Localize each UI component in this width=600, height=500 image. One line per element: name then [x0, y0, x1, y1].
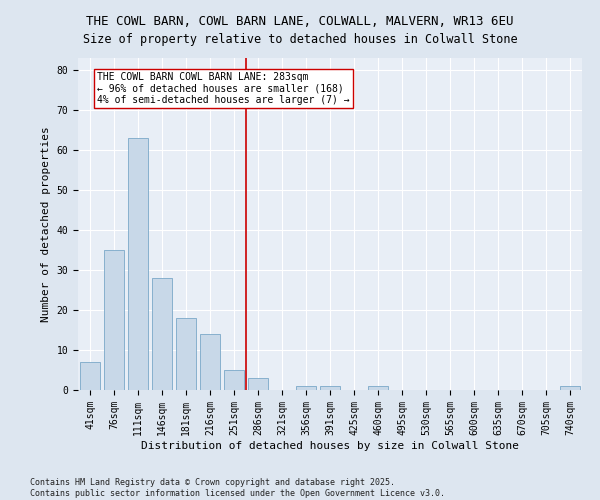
X-axis label: Distribution of detached houses by size in Colwall Stone: Distribution of detached houses by size … — [141, 440, 519, 450]
Bar — [368, 386, 388, 390]
Text: THE COWL BARN COWL BARN LANE: 283sqm
← 96% of detached houses are smaller (168)
: THE COWL BARN COWL BARN LANE: 283sqm ← 9… — [97, 72, 350, 104]
Text: Size of property relative to detached houses in Colwall Stone: Size of property relative to detached ho… — [83, 32, 517, 46]
Bar — [104, 250, 124, 390]
Text: Contains HM Land Registry data © Crown copyright and database right 2025.
Contai: Contains HM Land Registry data © Crown c… — [30, 478, 445, 498]
Bar — [248, 378, 268, 390]
Text: THE COWL BARN, COWL BARN LANE, COLWALL, MALVERN, WR13 6EU: THE COWL BARN, COWL BARN LANE, COLWALL, … — [86, 15, 514, 28]
Bar — [560, 386, 580, 390]
Bar — [128, 138, 148, 390]
Bar — [176, 318, 196, 390]
Bar — [152, 278, 172, 390]
Bar — [80, 362, 100, 390]
Bar — [200, 334, 220, 390]
Bar — [224, 370, 244, 390]
Bar — [296, 386, 316, 390]
Y-axis label: Number of detached properties: Number of detached properties — [41, 126, 51, 322]
Bar — [320, 386, 340, 390]
